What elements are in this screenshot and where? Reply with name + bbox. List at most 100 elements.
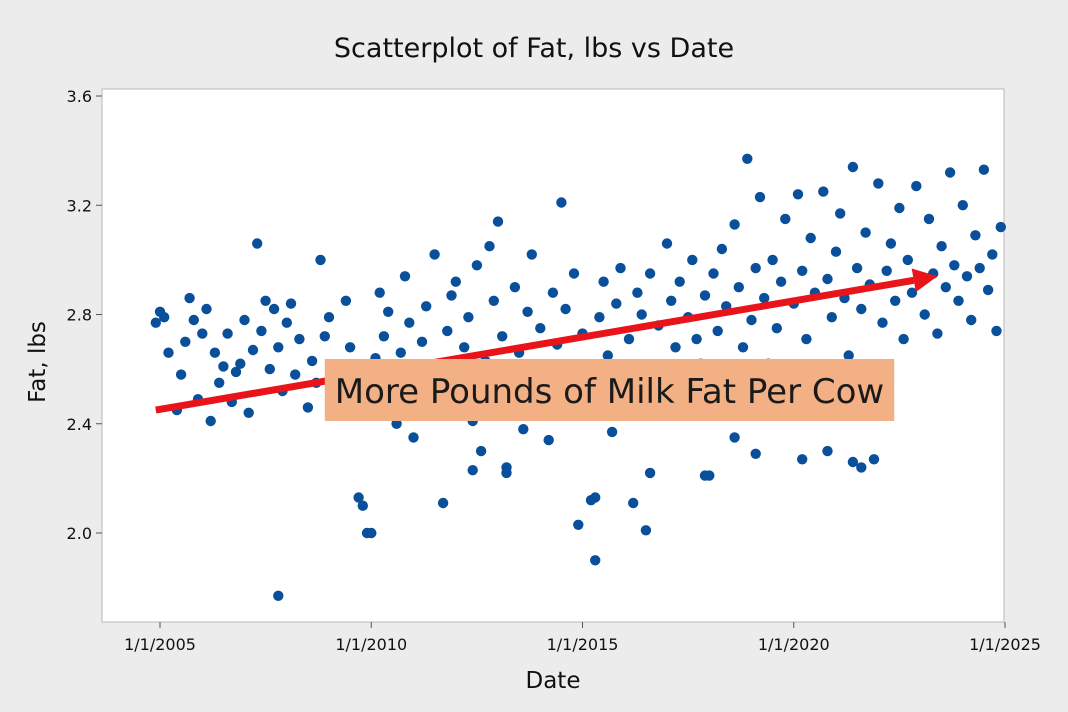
data-point bbox=[949, 260, 960, 271]
x-tick-label: 1/1/2005 bbox=[124, 635, 196, 654]
data-point bbox=[197, 328, 208, 339]
annotation-box: More Pounds of Milk Fat Per Cow bbox=[324, 358, 895, 421]
data-point bbox=[590, 555, 601, 566]
data-point bbox=[218, 361, 229, 372]
data-point bbox=[446, 290, 457, 301]
data-point bbox=[471, 260, 483, 271]
data-point bbox=[247, 344, 259, 356]
data-point bbox=[315, 254, 326, 266]
y-axis-label: Fat, lbs bbox=[25, 321, 51, 403]
data-point bbox=[856, 462, 867, 473]
x-tick-label: 1/1/2020 bbox=[758, 635, 830, 654]
data-point bbox=[890, 295, 901, 306]
data-point bbox=[661, 238, 673, 249]
data-point bbox=[294, 333, 305, 345]
data-point bbox=[628, 497, 639, 509]
data-point bbox=[873, 178, 884, 189]
data-point bbox=[712, 325, 723, 337]
data-point bbox=[923, 213, 935, 225]
data-point bbox=[885, 238, 897, 249]
data-point bbox=[944, 167, 956, 178]
x-axis-label: Date bbox=[526, 668, 581, 694]
data-point bbox=[898, 333, 909, 345]
data-point bbox=[180, 336, 191, 347]
data-point bbox=[868, 454, 880, 465]
data-point bbox=[632, 287, 643, 298]
data-point bbox=[256, 325, 267, 337]
data-point bbox=[750, 262, 761, 274]
data-point bbox=[395, 347, 406, 358]
data-point bbox=[535, 323, 546, 334]
data-point bbox=[319, 331, 330, 342]
data-point bbox=[674, 276, 685, 287]
data-point bbox=[691, 333, 702, 345]
data-point bbox=[780, 213, 791, 225]
trend-arrow-head bbox=[911, 268, 938, 293]
data-point bbox=[936, 241, 947, 252]
data-point bbox=[640, 525, 652, 536]
data-point bbox=[201, 303, 212, 315]
data-point bbox=[573, 519, 584, 530]
data-point bbox=[843, 350, 854, 361]
x-axis: 1/1/2005 1/1/2010 1/1/2015 1/1/2020 1/1/2025 bbox=[124, 622, 1041, 654]
data-point bbox=[797, 265, 808, 276]
data-point bbox=[252, 238, 263, 249]
x-tick-label: 1/1/2015 bbox=[547, 635, 619, 654]
data-point bbox=[911, 180, 922, 192]
data-point bbox=[636, 309, 647, 320]
data-point bbox=[163, 347, 174, 358]
data-point bbox=[970, 230, 981, 241]
trend-arrow-shaft bbox=[155, 276, 915, 414]
data-point bbox=[442, 325, 453, 337]
data-point bbox=[230, 366, 242, 378]
data-point bbox=[940, 282, 951, 293]
data-point bbox=[188, 314, 199, 326]
y-tick-label: 2.8 bbox=[67, 306, 92, 325]
y-tick-label: 3.2 bbox=[67, 196, 92, 215]
data-point bbox=[902, 254, 913, 266]
data-point bbox=[851, 262, 863, 274]
annotation-background bbox=[324, 358, 895, 421]
data-point bbox=[399, 271, 411, 282]
plot-area bbox=[101, 88, 1005, 623]
data-point bbox=[383, 306, 394, 317]
data-point bbox=[526, 249, 537, 260]
data-point bbox=[830, 246, 842, 257]
data-point bbox=[264, 363, 275, 375]
data-point bbox=[961, 271, 973, 282]
data-point bbox=[522, 306, 533, 317]
data-point bbox=[666, 295, 677, 306]
data-point bbox=[716, 243, 728, 255]
data-point bbox=[826, 312, 837, 323]
data-point bbox=[290, 369, 301, 380]
data-point bbox=[611, 298, 622, 309]
data-point bbox=[687, 254, 698, 266]
data-point bbox=[273, 590, 284, 601]
data-point bbox=[602, 350, 613, 361]
data-point bbox=[737, 342, 749, 353]
data-point bbox=[995, 221, 1006, 233]
data-point bbox=[598, 276, 609, 287]
data-point bbox=[205, 415, 216, 427]
y-tick-label: 2.4 bbox=[67, 415, 92, 434]
data-point bbox=[746, 314, 757, 326]
data-point bbox=[974, 262, 985, 274]
data-point bbox=[543, 434, 554, 446]
data-point bbox=[847, 161, 859, 173]
data-point bbox=[568, 268, 580, 279]
data-point bbox=[378, 331, 390, 342]
data-point bbox=[421, 301, 432, 312]
data-point bbox=[801, 333, 812, 345]
data-point bbox=[670, 342, 681, 353]
data-point bbox=[590, 492, 601, 503]
data-point bbox=[281, 317, 292, 328]
data-point bbox=[754, 191, 766, 203]
data-point bbox=[463, 312, 474, 323]
data-point bbox=[429, 249, 440, 260]
data-point bbox=[459, 342, 470, 353]
annotation-text: More Pounds of Milk Fat Per Cow bbox=[335, 372, 884, 412]
data-point bbox=[302, 402, 314, 413]
data-point bbox=[615, 262, 626, 274]
